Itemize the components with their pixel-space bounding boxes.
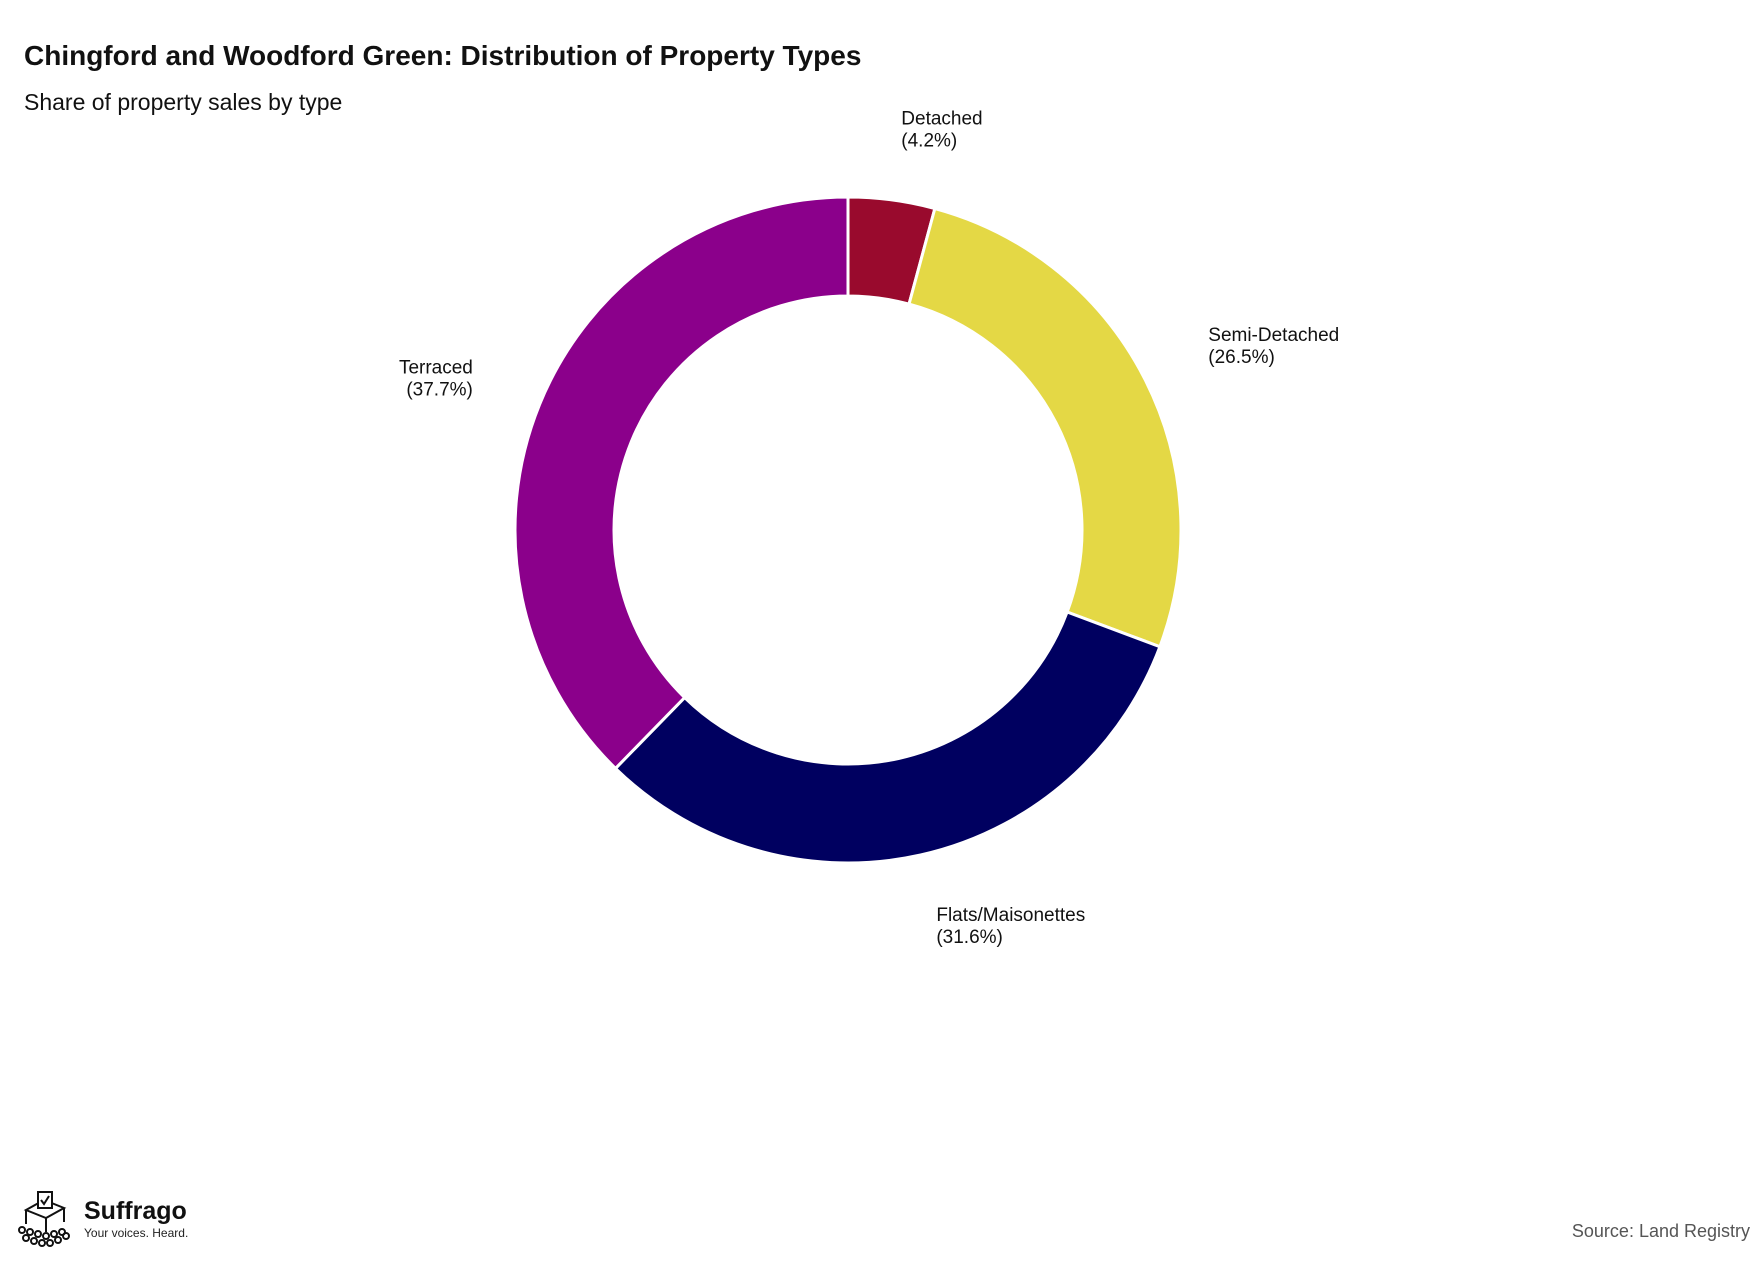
donut-slices xyxy=(513,195,1183,865)
brand-tagline: Your voices. Heard. xyxy=(84,1226,189,1240)
slice-value-label: (37.7%) xyxy=(406,379,473,400)
slice-terraced xyxy=(513,195,850,771)
chart-subtitle: Share of property sales by type xyxy=(24,89,343,115)
donut-labels: Detached (4.2%) Semi-Detached (26.5%) Flats/… xyxy=(399,109,1339,949)
slice-category-label: Flats/Maisonettes xyxy=(936,905,1085,926)
slice-category-label: Semi-Detached xyxy=(1208,325,1339,346)
slice-label-terraced: Terraced (37.7%) xyxy=(399,357,473,400)
slice-label-semi-detached: Semi-Detached (26.5%) xyxy=(1208,325,1339,368)
slice-category-label: Terraced xyxy=(399,357,473,378)
brand-name: Suffrago xyxy=(84,1197,187,1225)
brand-logo: Suffrago Your voices. Heard. xyxy=(14,1188,188,1250)
slice-semi-detached xyxy=(907,206,1183,649)
slice-flats-maisonettes xyxy=(613,610,1162,865)
ballot-box-crowd-icon xyxy=(18,1191,70,1247)
slice-value-label: (4.2%) xyxy=(901,131,957,152)
slice-label-flats-maisonettes: Flats/Maisonettes (31.6%) xyxy=(936,905,1085,948)
chart-title: Chingford and Woodford Green: Distributi… xyxy=(24,40,862,71)
slice-value-label: (26.5%) xyxy=(1208,347,1275,368)
slice-label-detached: Detached (4.2%) xyxy=(901,109,982,152)
slice-category-label: Detached xyxy=(901,109,982,130)
slice-value-label: (31.6%) xyxy=(936,927,1003,948)
source-note: Source: Land Registry xyxy=(1571,1221,1750,1241)
